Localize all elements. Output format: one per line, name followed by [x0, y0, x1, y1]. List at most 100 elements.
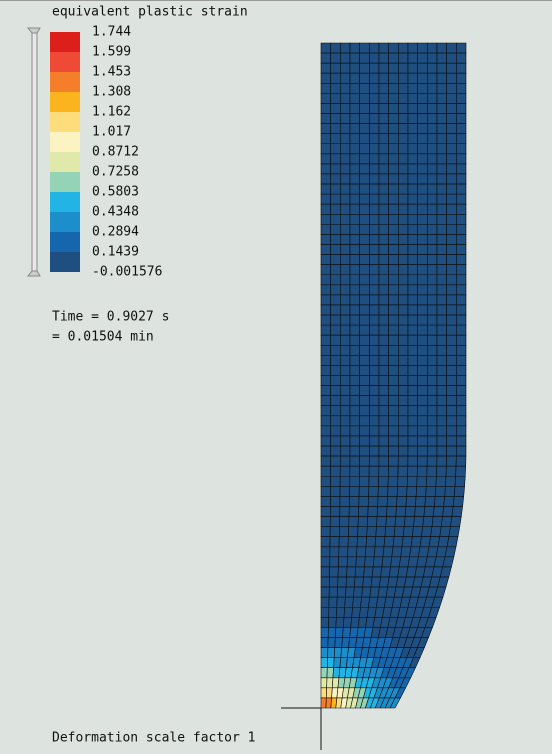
- mesh-cell: [349, 415, 360, 427]
- mesh-cell: [453, 486, 465, 497]
- mesh-cell: [329, 576, 339, 588]
- mesh-cell: [398, 244, 409, 255]
- mesh-cell: [407, 183, 418, 195]
- mesh-cell: [427, 445, 438, 457]
- mesh-cell: [320, 324, 331, 336]
- mesh-cell: [348, 516, 359, 527]
- mesh-cell: [378, 62, 389, 74]
- mesh-cell: [337, 576, 347, 588]
- mesh-cell: [378, 213, 389, 225]
- mesh-cell: [320, 193, 331, 205]
- mesh-cell: [436, 183, 447, 195]
- mesh-cell: [320, 697, 327, 709]
- mesh-cell: [320, 475, 331, 487]
- mesh-cell: [320, 455, 331, 467]
- mesh-cell: [338, 526, 350, 538]
- mesh-cell: [378, 284, 389, 296]
- legend-swatch: [50, 92, 80, 112]
- mesh-cell: [436, 254, 447, 265]
- mesh-cell: [456, 224, 467, 235]
- mesh-cell: [436, 93, 447, 104]
- mesh-cell: [330, 304, 341, 316]
- mesh-cell: [427, 405, 438, 417]
- mesh-cell: [436, 173, 447, 185]
- mesh-cell: [349, 455, 360, 467]
- mesh-cell: [407, 133, 418, 145]
- mesh-cell: [365, 536, 377, 548]
- mesh-cell: [446, 455, 457, 467]
- mesh-cell: [340, 415, 351, 427]
- mesh-cell: [359, 264, 370, 276]
- mesh-cell: [369, 415, 380, 427]
- mesh-cell: [349, 274, 360, 286]
- mesh-cell: [349, 304, 360, 316]
- mesh-cell: [359, 314, 370, 326]
- mesh-cell: [440, 516, 453, 527]
- mesh-cell: [427, 183, 438, 195]
- mesh-cell: [398, 355, 409, 366]
- mesh-cell: [436, 314, 447, 326]
- mesh-cell: [456, 153, 467, 165]
- mesh-cell: [369, 365, 380, 376]
- mesh-cell: [320, 254, 331, 265]
- mesh-cell: [436, 274, 447, 286]
- mesh-cell: [436, 83, 447, 94]
- mesh-cell: [407, 355, 418, 366]
- mesh-cell: [320, 395, 331, 407]
- mesh-cell: [400, 546, 412, 558]
- mesh-cell: [340, 274, 351, 286]
- mesh-cell: [391, 546, 403, 558]
- mesh-cell: [340, 103, 351, 114]
- mesh-cell: [455, 465, 467, 477]
- mesh-cell: [330, 163, 341, 175]
- mesh-cell: [436, 133, 447, 145]
- mesh-cell: [388, 344, 399, 356]
- mesh-cell: [320, 294, 331, 306]
- mesh-cell: [340, 405, 351, 417]
- mesh-cell: [388, 52, 399, 64]
- mesh-cell: [320, 596, 330, 608]
- legend-swatch: [50, 172, 80, 192]
- mesh-cell: [330, 244, 341, 255]
- mesh-cell: [369, 193, 380, 205]
- mesh-cell: [349, 153, 360, 165]
- mesh-cell: [349, 113, 360, 124]
- mesh-cell: [340, 234, 351, 245]
- mesh-cell: [456, 324, 467, 336]
- mesh-cell: [320, 93, 331, 104]
- mesh-cell: [320, 526, 331, 538]
- mesh-cell: [369, 385, 380, 396]
- mesh-cell: [446, 355, 457, 366]
- mesh-cell: [320, 133, 331, 145]
- mesh-cell: [381, 556, 393, 568]
- mesh-cell: [407, 344, 418, 356]
- mesh-cell: [388, 42, 399, 54]
- mesh-cell: [446, 83, 457, 94]
- mesh-cell: [359, 425, 370, 437]
- mesh-cell: [456, 183, 467, 195]
- mesh-cell: [359, 415, 370, 427]
- mesh-cell: [427, 193, 438, 205]
- mesh-cell: [436, 294, 447, 306]
- mesh-cell: [417, 52, 428, 64]
- mesh-cell: [368, 465, 380, 477]
- legend-title: equivalent plastic strain: [52, 5, 248, 20]
- mesh-cell: [349, 405, 360, 417]
- mesh-cell: [456, 163, 467, 175]
- mesh-cell: [377, 486, 389, 497]
- mesh-cell: [349, 365, 360, 376]
- mesh-cell: [359, 365, 370, 376]
- mesh-cell: [404, 506, 416, 517]
- mesh-cell: [398, 153, 409, 165]
- mesh-cell: [369, 324, 380, 336]
- mesh-cell: [398, 113, 409, 124]
- mesh-cell: [388, 455, 399, 467]
- mesh-cell: [378, 465, 389, 477]
- mesh-cell: [436, 405, 447, 417]
- mesh-cell: [433, 496, 446, 507]
- mesh-cell: [427, 143, 438, 155]
- mesh-cell: [446, 203, 457, 215]
- mesh-cell: [414, 506, 426, 517]
- mesh-cell: [427, 224, 438, 235]
- mesh-cell: [349, 213, 360, 225]
